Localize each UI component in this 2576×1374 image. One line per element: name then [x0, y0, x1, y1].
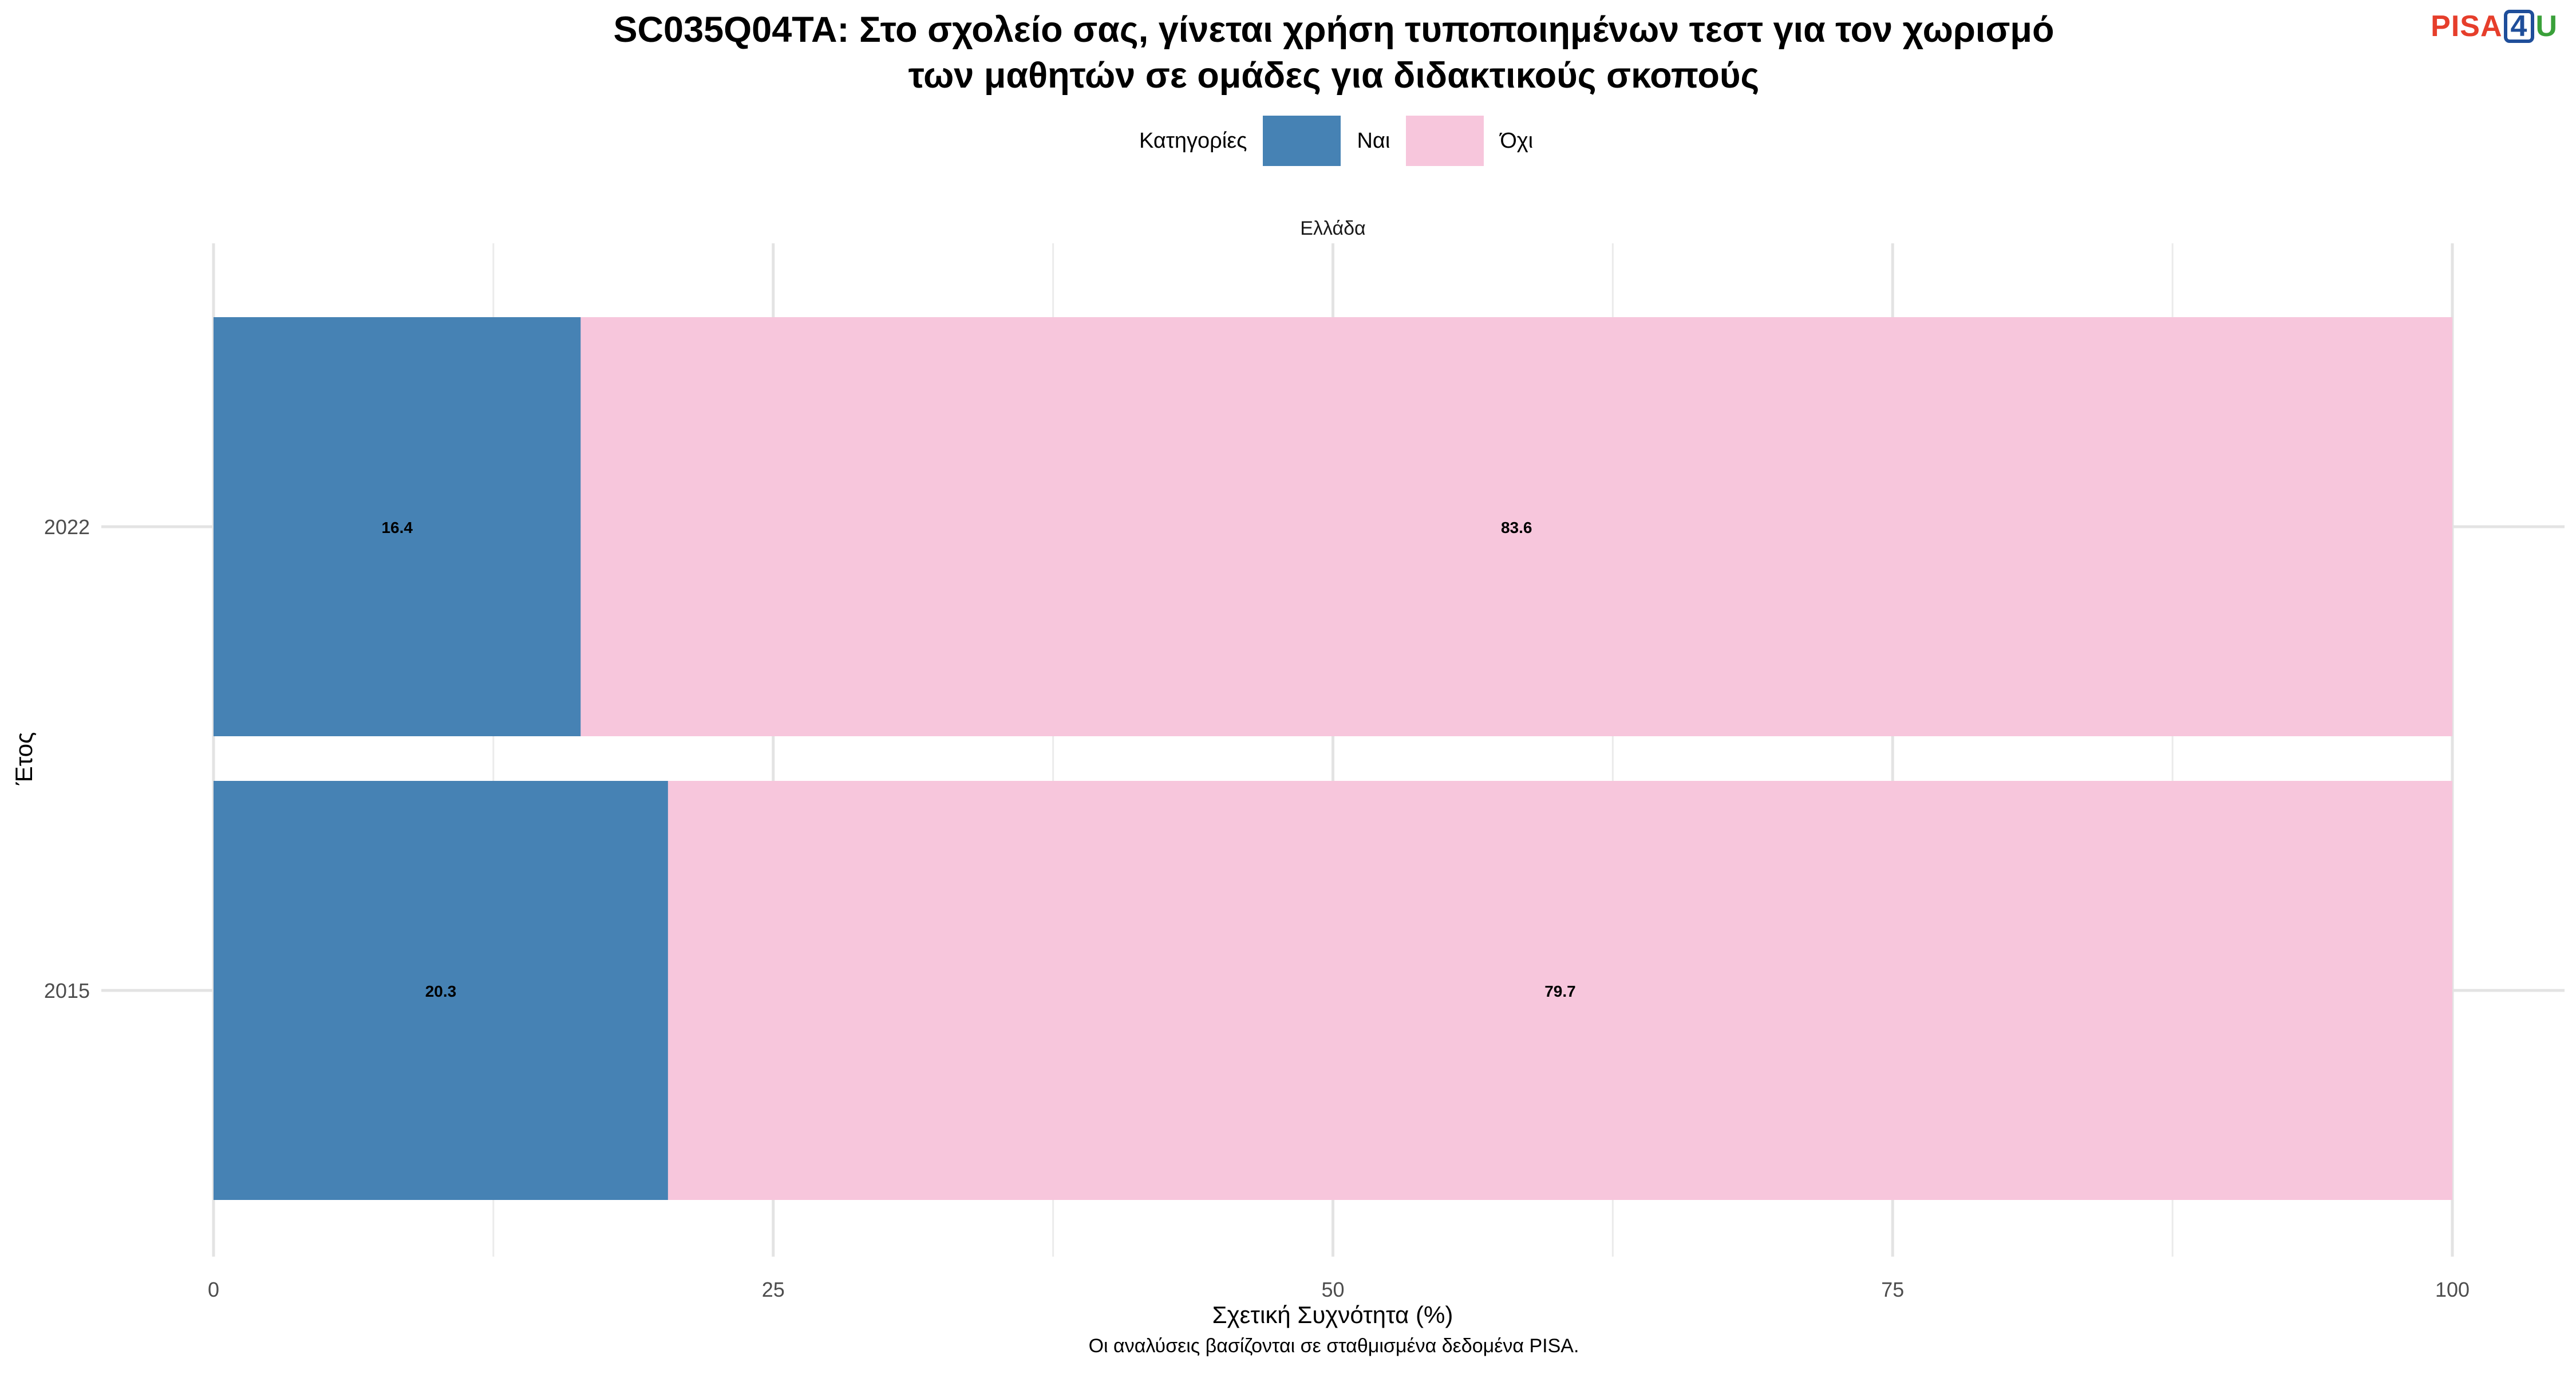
data-label-2015-nai: 20.3 — [425, 982, 457, 1000]
chart-title-line-2: των μαθητών σε ομάδες για διδακτικούς σκ… — [908, 56, 1760, 96]
chart-title: SC035Q04TA: Στο σχολείο σας, γίνεται χρή… — [0, 7, 2576, 98]
logo-text-u: U — [2535, 10, 2558, 43]
x-axis-title: Σχετική Συχνότητα (%) — [1212, 1301, 1453, 1328]
bar-2022-ochi — [580, 317, 2452, 736]
bar-2022-nai — [214, 317, 581, 736]
chart-caption: Οι αναλύσεις βασίζονται σε σταθμισμένα δ… — [1088, 1335, 1579, 1357]
pisa4u-logo: PISA 4 U — [2431, 8, 2558, 45]
y-axis-title: Έτος — [10, 732, 37, 786]
data-label-2015-ochi: 79.7 — [1544, 982, 1576, 1000]
facet-label: Ελλάδα — [1300, 218, 1365, 239]
y-tick-label-2015: 2015 — [44, 979, 90, 1002]
legend-swatch-ochi — [1406, 116, 1484, 166]
legend-title: Κατηγορίες — [1139, 128, 1247, 153]
legend-item-ochi: Όχι — [1406, 116, 1533, 166]
logo-text-four: 4 — [2503, 10, 2535, 43]
data-label-2022-ochi: 83.6 — [1501, 519, 1532, 536]
x-tick-label: 75 — [1881, 1278, 1904, 1301]
x-tick-label: 0 — [208, 1278, 219, 1301]
x-tick-label: 50 — [1321, 1278, 1344, 1301]
legend: Κατηγορίες Ναι Όχι — [1139, 116, 1549, 166]
data-label-2022-nai: 16.4 — [381, 519, 413, 536]
bar-2015-nai — [214, 781, 668, 1200]
legend-label-nai: Ναι — [1357, 128, 1390, 153]
x-tick-label: 100 — [2435, 1278, 2470, 1301]
x-tick-label: 25 — [762, 1278, 785, 1301]
legend-item-nai: Ναι — [1263, 116, 1390, 166]
legend-swatch-nai — [1263, 116, 1341, 166]
legend-label-ochi: Όχι — [1500, 128, 1534, 153]
y-tick-label-2022: 2022 — [44, 515, 90, 539]
logo-text-pisa: PISA — [2431, 10, 2503, 43]
chart-title-line-1: SC035Q04TA: Στο σχολείο σας, γίνεται χρή… — [613, 10, 2055, 50]
bar-2015-ochi — [667, 781, 2452, 1200]
